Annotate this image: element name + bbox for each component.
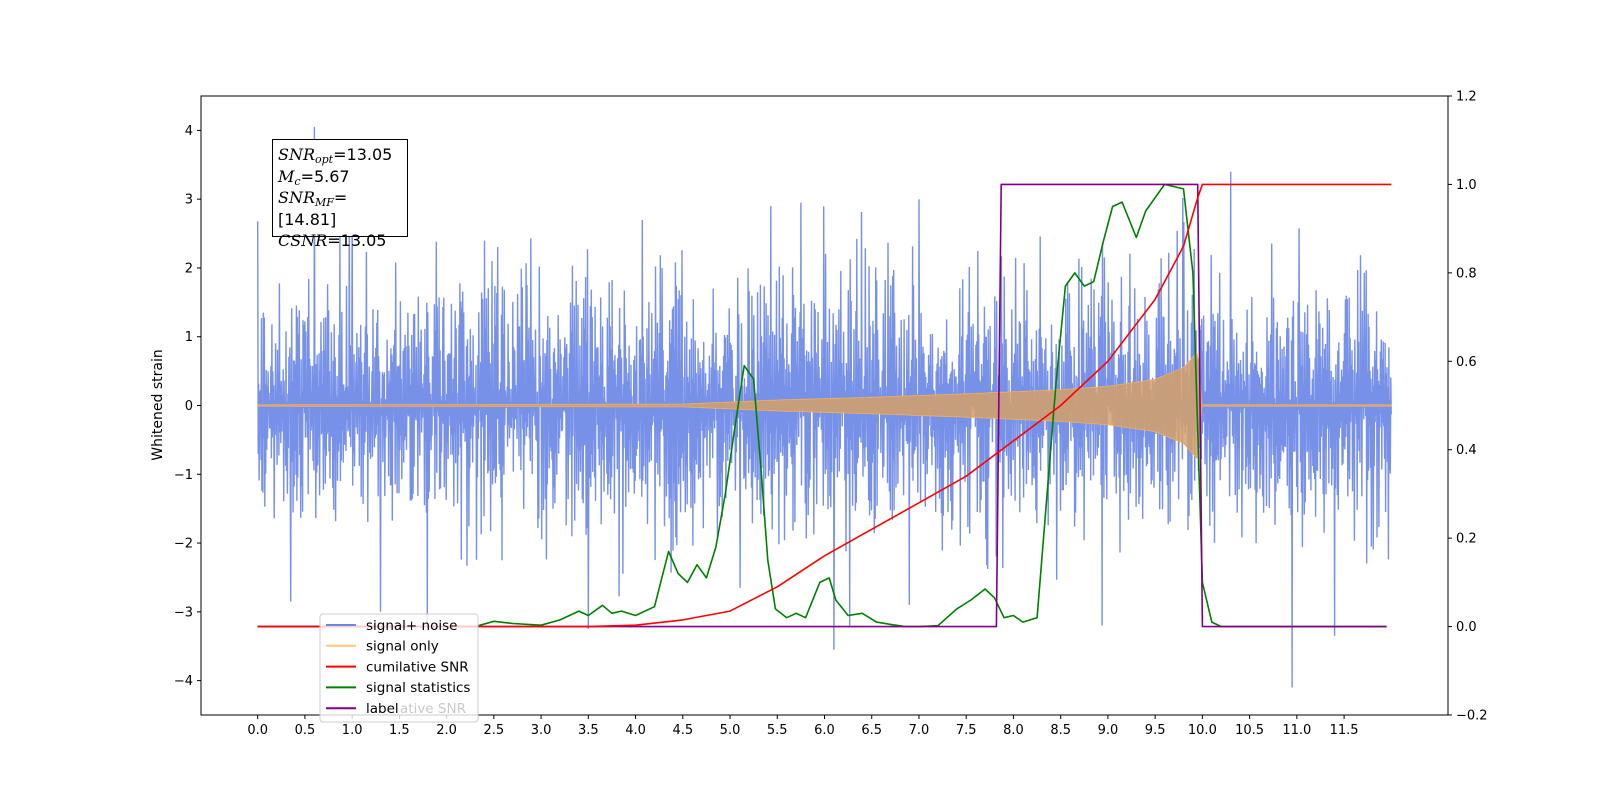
y2-tick-label: 0.2 bbox=[1456, 532, 1477, 547]
csnr-line: CSNR=13.05 bbox=[278, 231, 387, 250]
y2-tick-label: −0.2 bbox=[1456, 709, 1488, 724]
snr-mf-line: SNRMF=[14.81] bbox=[278, 188, 348, 229]
x-tick-label: 11.0 bbox=[1282, 723, 1311, 738]
legend-entry: label bbox=[366, 701, 399, 717]
y2-tick-label: 0.6 bbox=[1456, 355, 1477, 370]
legend-entry: cumilative SNR bbox=[366, 659, 469, 675]
x-tick-label: 7.0 bbox=[909, 723, 930, 738]
y-axis-right: 1.2 1.0 0.8 0.6 0.4 0.2 0.0 −0.2 bbox=[1448, 90, 1488, 724]
legend-entry: signal+ noise bbox=[366, 618, 457, 634]
y2-tick-label: 0.0 bbox=[1456, 620, 1477, 635]
legend-entry: signal only bbox=[366, 639, 439, 655]
y-tick-label: −2 bbox=[174, 537, 193, 552]
x-tick-label: 11.5 bbox=[1330, 723, 1359, 738]
signal-only-layer bbox=[257, 351, 1392, 460]
lines-layer bbox=[257, 183, 1392, 628]
y-tick-label: −1 bbox=[174, 468, 193, 483]
x-tick-label: 7.5 bbox=[956, 723, 977, 738]
legend-frame bbox=[319, 613, 479, 723]
x-tick-label: 0.0 bbox=[247, 723, 268, 738]
x-tick-label: 1.5 bbox=[389, 723, 410, 738]
y2-tick-label: 0.4 bbox=[1456, 443, 1477, 458]
x-tick-label: 6.0 bbox=[814, 723, 835, 738]
annotation-box: SNRopt=13.05 Mc=5.67 SNRMF=[14.81] CSNR=… bbox=[272, 139, 408, 250]
y2-tick-label: 0.8 bbox=[1456, 266, 1477, 281]
x-tick-label: 8.5 bbox=[1050, 723, 1071, 738]
y-tick-label: 0 bbox=[185, 399, 193, 414]
y-tick-label: −4 bbox=[174, 674, 193, 689]
x-tick-label: 8.0 bbox=[1003, 723, 1024, 738]
x-tick-label: 9.0 bbox=[1098, 723, 1119, 738]
cumulative-snr-line bbox=[257, 183, 1392, 628]
x-tick-label: 5.0 bbox=[720, 723, 741, 738]
x-tick-label: 6.5 bbox=[861, 723, 882, 738]
y-tick-label: 1 bbox=[185, 330, 193, 345]
label-line bbox=[257, 183, 1387, 628]
x-tick-label: 0.5 bbox=[295, 723, 316, 738]
x-axis: 0.0 0.5 1.0 1.5 2.0 2.5 3.0 3.5 4.0 4.5 5.0 5.5 6.0 6… bbox=[247, 715, 1359, 738]
x-tick-label: 3.0 bbox=[531, 723, 552, 738]
x-tick-label: 2.0 bbox=[436, 723, 457, 738]
legend-entry: signal statistics bbox=[366, 680, 470, 696]
y-tick-label: 4 bbox=[185, 124, 193, 139]
signal-statistics-line bbox=[257, 183, 1387, 628]
y-axis-left: 4 3 2 1 0 −1 −2 −3 −4 bbox=[174, 124, 201, 689]
y-tick-label: 2 bbox=[185, 261, 193, 276]
x-tick-label: 4.5 bbox=[672, 723, 693, 738]
y-tick-label: 3 bbox=[185, 193, 193, 208]
y2-tick-label: 1.2 bbox=[1456, 90, 1477, 105]
y-axis-label: Whitened strain bbox=[150, 349, 166, 460]
x-tick-label: 5.5 bbox=[767, 723, 788, 738]
x-tick-label: 9.5 bbox=[1145, 723, 1166, 738]
mc-line: Mc=5.67 bbox=[278, 166, 350, 188]
x-tick-label: 3.5 bbox=[578, 723, 599, 738]
legend-ghost-text: ative SNR bbox=[400, 701, 466, 717]
legend: ative SNR signal+ noise signal only cumila… bbox=[319, 613, 479, 723]
x-tick-label: 10.5 bbox=[1235, 723, 1264, 738]
x-tick-label: 10.0 bbox=[1188, 723, 1217, 738]
x-tick-label: 4.0 bbox=[625, 723, 646, 738]
y-tick-label: −3 bbox=[174, 605, 193, 620]
snr-opt-line: SNRopt=13.05 bbox=[278, 145, 393, 166]
x-tick-label: 2.5 bbox=[484, 723, 505, 738]
x-tick-label: 1.0 bbox=[342, 723, 363, 738]
signal-only-envelope bbox=[257, 351, 1392, 460]
y2-tick-label: 1.0 bbox=[1456, 178, 1477, 193]
